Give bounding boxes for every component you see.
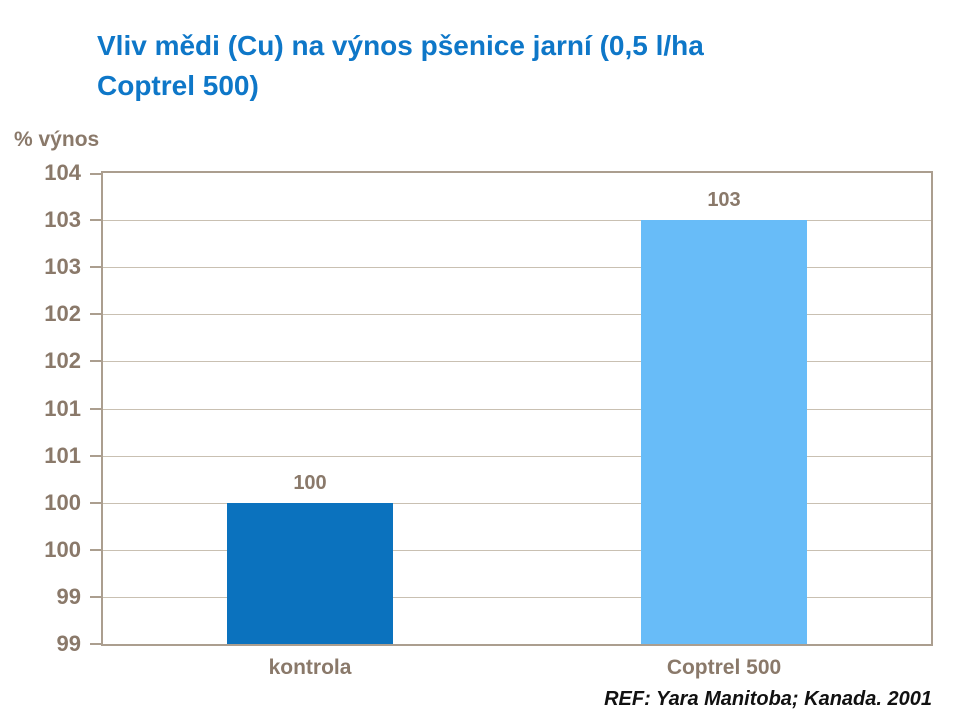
y-tick-label: 99 (56, 631, 81, 656)
y-tick-mark (90, 313, 101, 315)
gridline (103, 220, 931, 221)
gridline (103, 597, 931, 598)
chart-title-line-1: Vliv mědi (Cu) na výnos pšenice jarní (0… (97, 30, 704, 61)
y-tick-mark (90, 455, 101, 457)
plot-area: 104 103 103 102 102 101 101 100 100 99 99 100 kontro… (44, 161, 933, 679)
gridline (103, 314, 931, 315)
y-tick-mark (90, 219, 101, 221)
y-tick-mark (90, 502, 101, 504)
gridline (103, 361, 931, 362)
y-tick-mark (90, 549, 101, 551)
bar-value-label-kontrola: 100 (293, 472, 327, 494)
y-tick-label: 100 (44, 537, 81, 562)
y-tick-label: 102 (44, 348, 81, 373)
y-tick-label: 100 (44, 490, 81, 515)
y-tick-label: 103 (44, 207, 81, 232)
gridline (103, 456, 931, 457)
gridline (103, 409, 931, 410)
y-tick-label: 99 (56, 584, 81, 609)
y-tick-mark (90, 596, 101, 598)
y-axis-label: % výnos (14, 128, 100, 151)
y-tick-mark (90, 408, 101, 410)
y-tick-label: 103 (44, 254, 81, 279)
chart-title-line-2: Coptrel 500) (97, 70, 259, 101)
category-label-coptrel-500: Coptrel 500 (666, 656, 782, 679)
y-tick-mark (90, 173, 101, 175)
chart-title: Vliv mědi (Cu) na výnos pšenice jarní (0… (97, 26, 877, 106)
y-tick-label: 101 (44, 443, 81, 468)
y-tick-label: 101 (44, 396, 81, 421)
gridline (103, 550, 931, 551)
bar-kontrola (227, 503, 393, 644)
y-tick-label: 102 (44, 301, 81, 326)
y-tick-mark (90, 266, 101, 268)
gridline (103, 267, 931, 268)
y-tick-mark (90, 643, 101, 645)
category-label-kontrola: kontrola (268, 656, 352, 679)
bar-coptrel-500 (641, 220, 807, 644)
y-tick-mark (90, 360, 101, 362)
y-tick-label: 104 (44, 160, 81, 185)
gridline (103, 503, 931, 504)
source-reference: REF: Yara Manitoba; Kanada. 2001 (604, 688, 932, 710)
bar-value-label-coptrel-500: 103 (707, 189, 741, 211)
